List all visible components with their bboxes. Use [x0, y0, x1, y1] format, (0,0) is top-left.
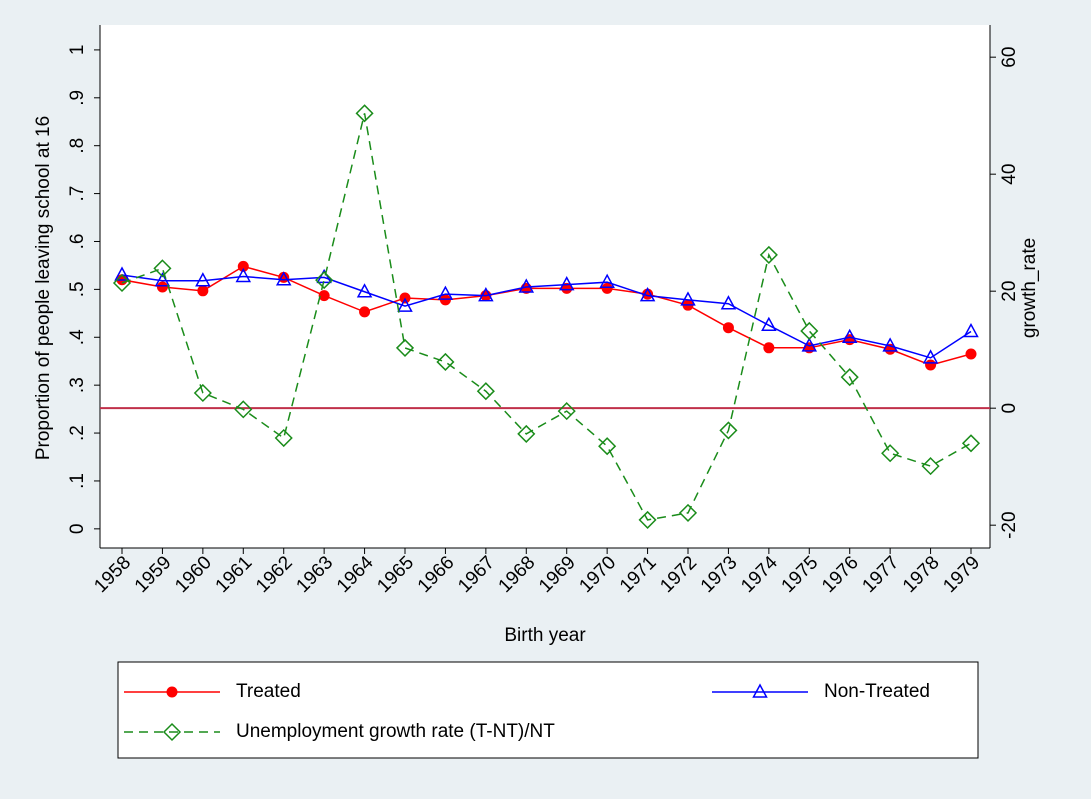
marker	[315, 271, 334, 290]
marker	[680, 291, 696, 306]
marker	[963, 322, 979, 338]
marker	[678, 503, 698, 522]
marker	[638, 510, 657, 529]
legend-marker	[752, 683, 768, 698]
y2-tick-label: 40	[999, 164, 1020, 185]
y-tick-label: .6	[67, 234, 88, 250]
marker	[921, 457, 940, 476]
y-tick-label: .7	[67, 186, 88, 202]
legend-marker	[166, 686, 178, 698]
marker	[922, 349, 939, 364]
marker	[197, 285, 209, 297]
marker	[195, 272, 211, 287]
marker	[801, 337, 818, 352]
y-tick-label: .1	[67, 473, 88, 489]
marker	[561, 282, 573, 294]
marker	[355, 104, 374, 123]
y-tick-label: .9	[67, 90, 88, 106]
y2-tick-label: -20	[999, 511, 1020, 538]
marker	[156, 281, 168, 293]
y-tick-label: 1	[67, 45, 88, 56]
marker	[395, 338, 415, 357]
marker	[719, 421, 738, 440]
marker	[112, 273, 132, 293]
marker	[274, 428, 293, 448]
y-tick-label: .3	[67, 377, 88, 393]
legend-label: Unemployment growth rate (T-NT)/NT	[236, 721, 555, 742]
marker	[841, 328, 858, 344]
marker	[881, 444, 900, 463]
series-line	[121, 265, 972, 366]
series-line	[121, 113, 972, 521]
marker	[114, 266, 130, 281]
marker	[437, 285, 454, 300]
marker	[356, 283, 373, 298]
marker	[720, 295, 737, 310]
marker	[318, 290, 330, 302]
marker	[882, 337, 898, 352]
y-tick-label: .5	[67, 281, 88, 297]
legend-marker	[162, 722, 182, 742]
marker	[763, 342, 775, 354]
marker	[557, 402, 576, 421]
marker	[476, 382, 495, 401]
marker	[599, 273, 615, 288]
marker	[759, 245, 778, 264]
marker	[193, 383, 212, 403]
marker	[359, 306, 371, 318]
y-tick-label: .4	[67, 329, 88, 345]
marker	[601, 282, 613, 294]
marker	[965, 348, 977, 360]
marker	[275, 271, 292, 286]
marker	[517, 424, 536, 443]
y-tick-label: .8	[67, 138, 88, 154]
marker	[761, 316, 777, 332]
marker	[478, 287, 494, 302]
marker	[153, 259, 172, 278]
marker	[234, 400, 253, 419]
marker	[961, 434, 981, 453]
marker	[598, 437, 617, 456]
y-tick-label: .2	[67, 425, 88, 441]
marker	[800, 321, 819, 341]
y2-tick-label: 20	[999, 281, 1020, 302]
y2-tick-label: 60	[999, 47, 1020, 68]
y2-axis-title: growth_rate	[1019, 238, 1040, 338]
marker	[235, 267, 252, 283]
marker	[436, 352, 455, 372]
marker	[237, 260, 249, 272]
legend-label: Non-Treated	[824, 681, 930, 702]
y-tick-label: 0	[67, 524, 88, 535]
marker	[154, 272, 171, 287]
legend	[117, 661, 979, 759]
marker	[639, 287, 656, 302]
marker	[722, 322, 734, 334]
legend-label: Treated	[236, 681, 301, 702]
series-line	[121, 274, 972, 359]
marker	[840, 368, 859, 387]
marker	[925, 359, 937, 371]
x-axis-title: Birth year	[504, 625, 586, 646]
marker	[397, 297, 413, 312]
y2-tick-label: 0	[999, 403, 1020, 414]
marker	[518, 278, 535, 293]
y-axis-title: Proportion of people leaving school at 1…	[33, 116, 54, 460]
marker	[642, 288, 654, 300]
marker	[558, 276, 575, 291]
